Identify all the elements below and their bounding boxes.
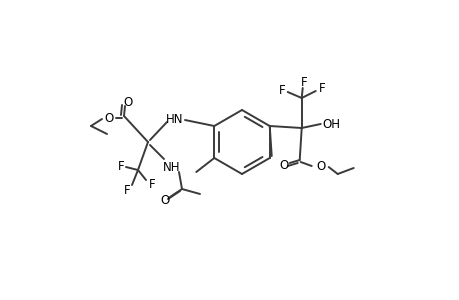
- Text: F: F: [318, 82, 325, 94]
- Text: O: O: [104, 112, 113, 124]
- Text: O: O: [160, 194, 169, 206]
- Text: O: O: [279, 158, 288, 172]
- Text: O: O: [315, 160, 325, 172]
- Text: HN: HN: [166, 112, 183, 125]
- Text: F: F: [300, 76, 306, 88]
- Text: F: F: [118, 160, 124, 172]
- Text: OH: OH: [322, 118, 340, 130]
- Text: F: F: [123, 184, 130, 197]
- Text: F: F: [278, 83, 285, 97]
- Text: O: O: [123, 95, 132, 109]
- Text: NH: NH: [163, 160, 180, 173]
- Text: F: F: [148, 178, 155, 190]
